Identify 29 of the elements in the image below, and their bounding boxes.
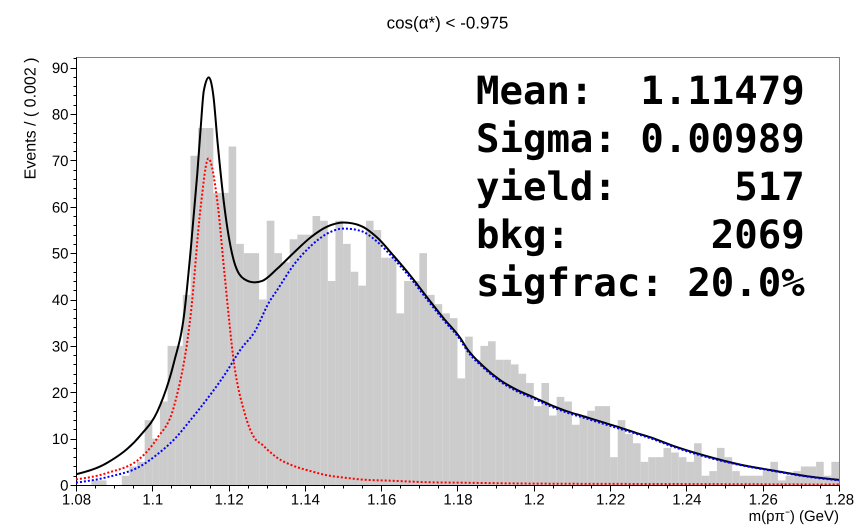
x-tick-label: 1.2: [524, 492, 545, 508]
x-tick-label: 1.28: [824, 492, 854, 508]
chart-title: cos(α*) < -0.975: [386, 13, 508, 32]
x-tick-label: 1.16: [367, 492, 396, 508]
x-axis-title: m(pπ⁻) (GeV): [748, 508, 839, 525]
y-tick-label: 70: [52, 152, 68, 170]
y-tick-label: 80: [52, 106, 68, 124]
annotation: Mean: 1.11479: [476, 69, 805, 114]
y-tick-label: 20: [52, 384, 68, 402]
annotation: sigfrac: 20.0%: [476, 261, 806, 306]
x-tick-label: 1.08: [62, 492, 92, 508]
y-tick-label: 90: [52, 60, 68, 78]
annotation: bkg: 2069: [476, 213, 805, 258]
x-tick-label: 1.26: [748, 492, 778, 508]
y-tick-label: 50: [52, 246, 68, 263]
y-tick-label: 0: [60, 478, 68, 494]
y-tick-label: 30: [52, 338, 68, 356]
x-tick-label: 1.18: [443, 492, 473, 508]
x-tick-label: 1.24: [672, 492, 702, 508]
x-tick-label: 1.1: [142, 492, 164, 508]
annotation: Sigma: 0.00989: [476, 117, 805, 162]
y-axis-title: Events / ( 0.002 ): [22, 58, 40, 180]
y-tick-label: 40: [52, 292, 68, 310]
x-tick-label: 1.14: [290, 492, 320, 508]
annotation: yield: 517: [476, 165, 805, 210]
x-tick-label: 1.22: [596, 492, 626, 508]
y-tick-label: 60: [52, 199, 68, 216]
y-tick-label: 10: [52, 431, 68, 448]
x-tick-label: 1.12: [214, 492, 244, 508]
